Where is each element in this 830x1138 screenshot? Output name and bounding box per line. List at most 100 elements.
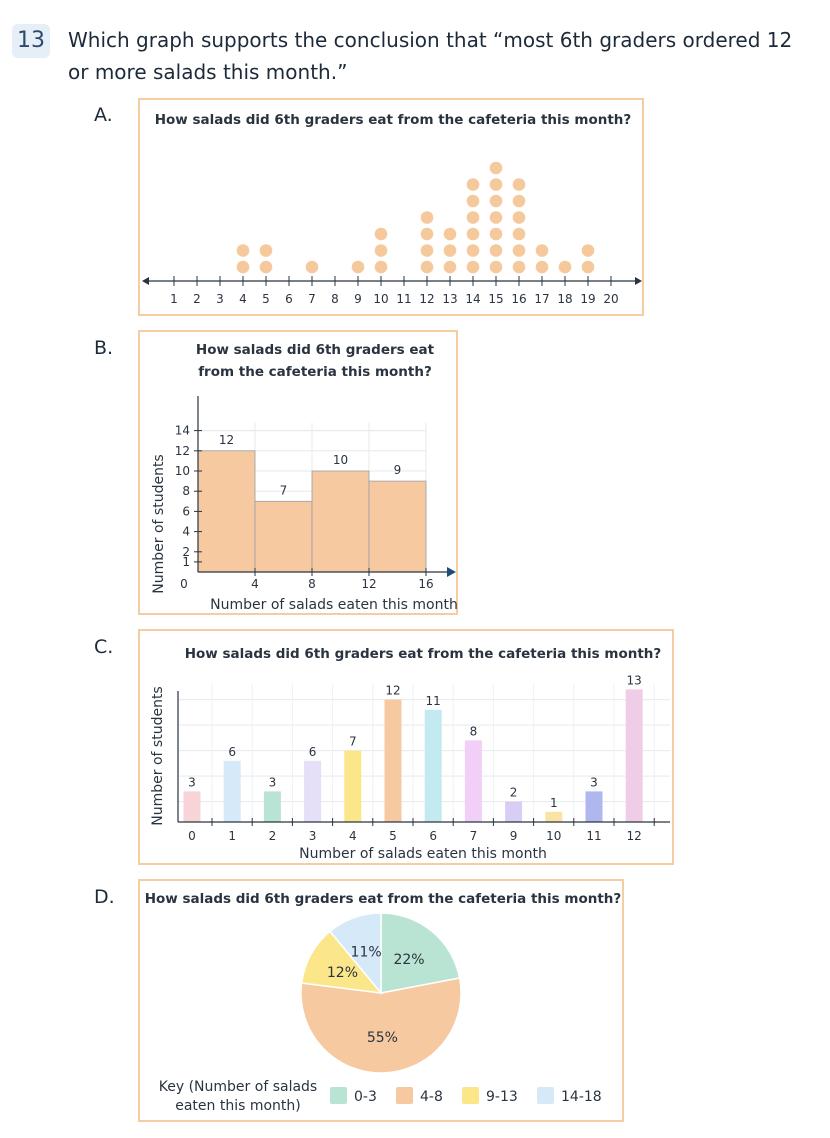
dot-plot-point — [236, 260, 250, 274]
option-a-label[interactable]: A. — [94, 104, 113, 126]
dot-plot-point — [489, 227, 503, 241]
bar-chart-value-label: 1 — [550, 796, 558, 810]
bar-chart-value-label: 3 — [188, 775, 196, 789]
bar-chart-bar — [505, 801, 523, 822]
histogram-x-tick-label: 16 — [418, 577, 433, 591]
histogram-bar — [197, 450, 256, 573]
histogram-bar — [368, 480, 427, 573]
bar-chart-bar — [183, 791, 201, 822]
dot-plot-point — [259, 244, 273, 257]
dot-plot-tick-label: 4 — [239, 292, 247, 306]
dot-plot-tick-label: 3 — [216, 292, 224, 306]
dot-plot-point — [466, 211, 480, 224]
pie-slice — [328, 912, 382, 996]
bar-chart-bar — [464, 740, 482, 822]
pie-slice-label: 22% — [393, 952, 424, 968]
pie-key-label: 14-18 — [561, 1089, 602, 1105]
histogram-bar-value-label: 12 — [219, 433, 234, 447]
dot-plot-tick-label: 5 — [262, 292, 270, 306]
dot-plot-tick-label: 17 — [534, 292, 549, 306]
dot-plot-tick-label: 14 — [465, 292, 480, 306]
pie-slice-label: 12% — [327, 965, 358, 981]
bar-chart-value-label: 6 — [228, 745, 236, 759]
bar-chart-bar — [304, 760, 322, 822]
bar-chart-title: How salads did 6th graders eat from the … — [185, 646, 662, 662]
dot-plot-point — [535, 260, 549, 274]
dot-plot-tick-label: 16 — [511, 292, 526, 306]
option-b-label[interactable]: B. — [94, 337, 114, 359]
pie-key-swatch — [462, 1087, 479, 1104]
bar-chart-bar — [263, 791, 281, 822]
histogram-bar — [254, 500, 313, 573]
bar-chart-x-axis-label: Number of salads eaten this month — [299, 846, 547, 862]
bar-chart-value-label: 2 — [510, 786, 518, 800]
pie-key-label: 0-3 — [354, 1089, 377, 1105]
dot-plot-tick-label: 6 — [285, 292, 293, 306]
histogram-y-tick-label: 1 — [182, 555, 190, 569]
dot-plot-point — [558, 260, 572, 274]
option-c-bar-chart[interactable]: How salads did 6th graders eat from the … — [138, 629, 674, 865]
histogram-title-line-2: from the cafeteria this month? — [198, 364, 432, 380]
pie-slice — [300, 930, 383, 994]
histogram-bar-value-label: 7 — [280, 483, 288, 497]
histogram-y-tick-label: 4 — [182, 525, 190, 539]
pie-key-swatch — [330, 1087, 347, 1104]
dot-plot-point — [489, 161, 503, 175]
question-text: Which graph supports the conclusion that… — [68, 28, 793, 84]
histogram-bar-value-label: 9 — [394, 463, 402, 477]
histogram-x-tick-label: 8 — [308, 577, 316, 591]
histogram-y-tick-label: 2 — [182, 545, 190, 559]
bar-chart-value-label: 7 — [349, 735, 357, 749]
dot-plot-tick-label: 15 — [488, 292, 503, 306]
pie-slice-label: 11% — [351, 945, 382, 961]
bar-chart-bar — [344, 750, 362, 822]
dot-plot-point — [443, 260, 457, 274]
dot-plot-point — [489, 178, 503, 191]
dot-plot-point — [489, 260, 503, 274]
dot-plot-point — [420, 244, 434, 257]
dot-plot-point — [466, 178, 480, 191]
dot-plot-point — [236, 244, 250, 257]
option-b-histogram[interactable]: How salads did 6th graders eat from the … — [138, 330, 458, 615]
dot-plot-axis-arrow-left — [142, 277, 149, 285]
pie-slice — [380, 912, 461, 994]
dot-plot-point — [374, 227, 388, 241]
bar-chart-value-label: 12 — [385, 684, 400, 698]
bar-chart-y-axis-label: Number of students — [150, 686, 166, 825]
dot-plot-point — [489, 211, 503, 224]
dot-plot-tick-label: 20 — [603, 292, 618, 306]
dot-plot-point — [374, 260, 388, 274]
dot-plot-tick-label: 2 — [193, 292, 201, 306]
bar-chart-x-tick-label: 5 — [389, 829, 397, 843]
dot-plot-point — [512, 178, 526, 191]
bar-chart-x-tick-label: 12 — [627, 829, 642, 843]
dot-plot-point — [489, 194, 503, 208]
bar-chart-value-label: 6 — [309, 745, 317, 759]
pie-chart-title: How salads did 6th graders eat from the … — [145, 891, 622, 907]
histogram-y-tick-label: 14 — [175, 424, 190, 438]
pie-key-title-line-1: Key (Number of salads — [159, 1079, 317, 1095]
pie-key-swatch — [396, 1087, 413, 1104]
pie-slice — [300, 977, 462, 1074]
option-c-label[interactable]: C. — [94, 636, 114, 658]
option-d-label[interactable]: D. — [94, 886, 115, 908]
bar-chart-bar — [424, 709, 442, 822]
bar-chart-x-tick-label: 2 — [269, 829, 277, 843]
histogram-title-line-1: How salads did 6th graders eat — [196, 342, 435, 358]
bar-chart-x-tick-label: 4 — [349, 829, 357, 843]
dot-plot-tick-label: 9 — [354, 292, 362, 306]
dot-plot-point — [535, 244, 549, 257]
dot-plot-point — [512, 260, 526, 274]
option-d-pie-chart[interactable]: How salads did 6th graders eat from the … — [138, 879, 624, 1122]
bar-chart-bar — [223, 760, 241, 822]
bar-chart-x-tick-label: 9 — [510, 829, 518, 843]
dot-plot-point — [305, 260, 319, 274]
dot-plot-point — [466, 244, 480, 257]
histogram-bar-value-label: 10 — [333, 453, 348, 467]
pie-key-label: 9-13 — [486, 1089, 518, 1105]
dot-plot-point — [443, 244, 457, 257]
bar-chart-x-tick-label: 3 — [309, 829, 317, 843]
option-a-dot-plot[interactable]: How salads did 6th graders eat from the … — [138, 98, 644, 316]
bar-chart-bar — [625, 689, 643, 822]
dot-plot-svg: How salads did 6th graders eat from the … — [142, 112, 642, 306]
